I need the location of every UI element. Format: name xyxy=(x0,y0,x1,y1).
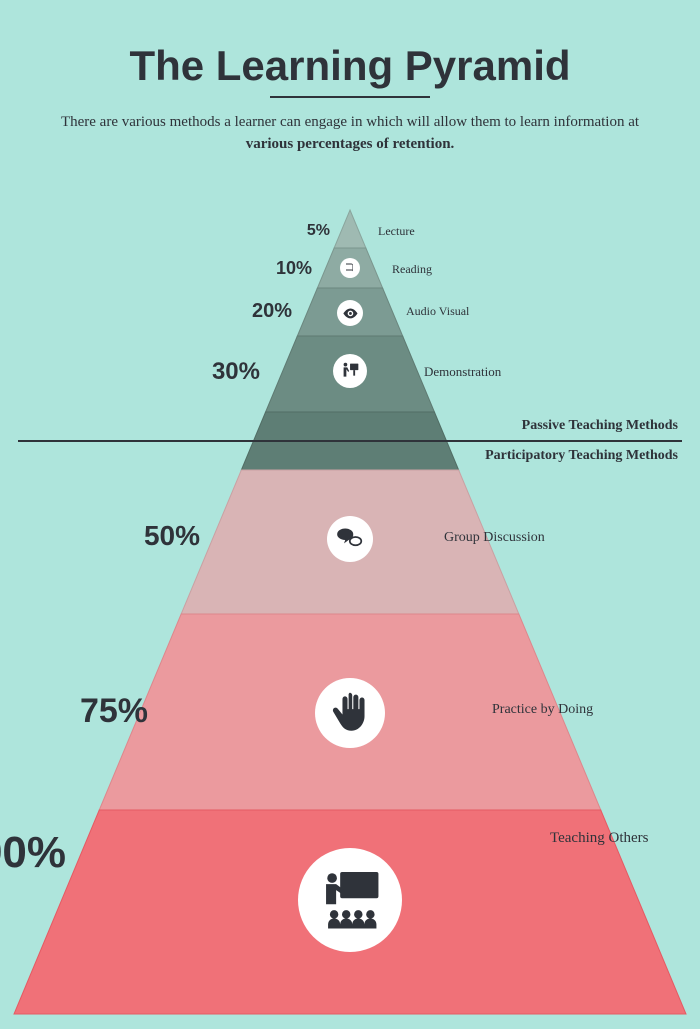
book-icon xyxy=(340,258,360,278)
eye-icon xyxy=(337,300,363,326)
level-label: Demonstration xyxy=(424,364,501,380)
participatory-label: Participatory Teaching Methods xyxy=(485,448,678,464)
level-percent: 75% xyxy=(48,692,148,731)
level-percent: 30% xyxy=(160,358,260,386)
teach-icon xyxy=(298,848,402,952)
level-percent: 20% xyxy=(192,300,292,323)
level-percent: 90% xyxy=(0,828,66,878)
passive-label: Passive Teaching Methods xyxy=(522,418,678,434)
hand-icon xyxy=(315,678,385,748)
level-percent: 5% xyxy=(230,222,330,240)
level-label: Reading xyxy=(392,262,432,277)
level-label: Audio Visual xyxy=(406,304,469,319)
level-label: Teaching Others xyxy=(550,830,649,847)
demo-icon xyxy=(333,354,367,388)
chat-icon xyxy=(327,516,373,562)
level-label: Group Discussion xyxy=(444,530,545,546)
level-label: Lecture xyxy=(378,224,415,239)
section-divider-line xyxy=(18,440,682,442)
level-label: Practice by Doing xyxy=(492,702,593,718)
level-percent: 50% xyxy=(100,520,200,552)
level-percent: 10% xyxy=(212,258,312,279)
